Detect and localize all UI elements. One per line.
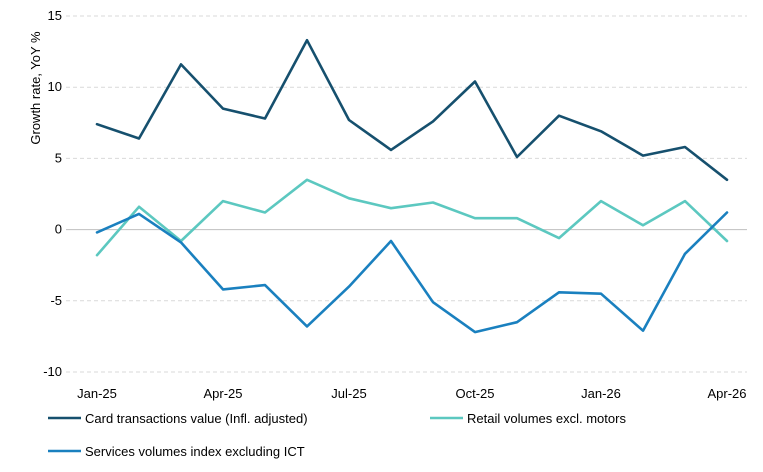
x-axis-ticks: Jan-25 Apr-25 Jul-25 Oct-25 Jan-26 Apr-26: [77, 386, 746, 401]
legend-item: Services volumes index excluding ICT: [48, 444, 305, 459]
legend-label: Card transactions value (Infl. adjusted): [85, 411, 308, 426]
y-axis-title: Growth rate, YoY %: [28, 31, 43, 145]
series-lines: [95, 38, 729, 334]
x-tick-label: Apr-25: [203, 386, 242, 401]
y-tick-label: 10: [48, 79, 62, 94]
y-tick-label: -5: [50, 293, 62, 308]
x-tick-label: Jul-25: [331, 386, 366, 401]
legend: Card transactions value (Infl. adjusted)…: [48, 411, 626, 459]
x-tick-label: Jan-26: [581, 386, 621, 401]
y-tick-label: 15: [48, 8, 62, 23]
series-line-1: [95, 38, 729, 182]
legend-label: Retail volumes excl. motors: [467, 411, 626, 426]
x-tick-label: Jan-25: [77, 386, 117, 401]
legend-label: Services volumes index excluding ICT: [85, 444, 305, 459]
series-line-2: [95, 178, 729, 257]
y-tick-label: 5: [55, 150, 62, 165]
legend-item: Retail volumes excl. motors: [430, 411, 626, 426]
y-tick-label: -10: [43, 364, 62, 379]
series-line-3: [95, 211, 729, 334]
x-tick-label: Oct-25: [455, 386, 494, 401]
gridlines: [66, 15, 747, 373]
y-tick-label: 0: [55, 222, 62, 237]
y-axis-ticks: 15 10 5 0 -5 -10: [43, 8, 62, 379]
x-tick-label: Apr-26: [707, 386, 746, 401]
legend-item: Card transactions value (Infl. adjusted): [48, 411, 308, 426]
